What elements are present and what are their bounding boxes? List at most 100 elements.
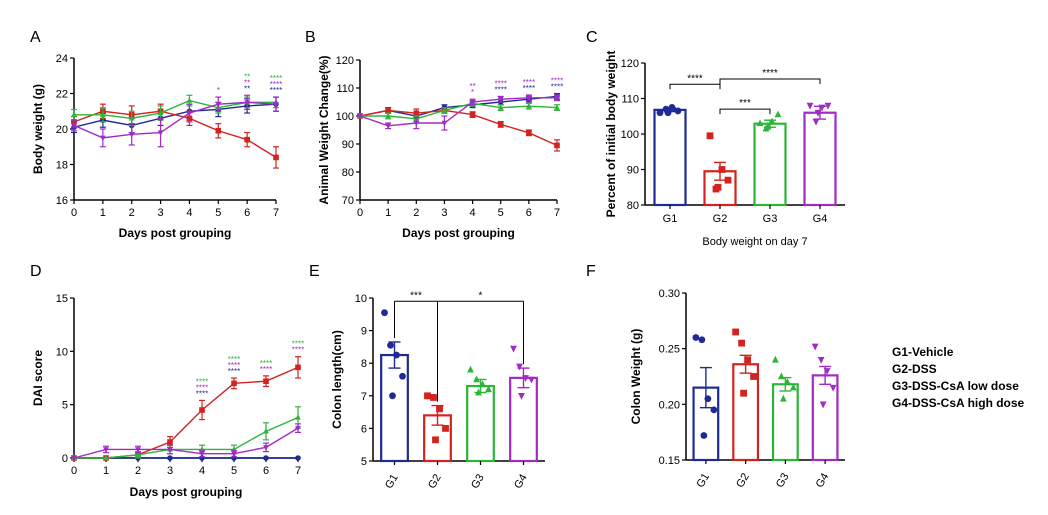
bar-group-g3 — [771, 355, 799, 462]
significance-mark: **** — [494, 85, 506, 94]
x-tick-label: G2 — [426, 472, 444, 491]
x-tick-label: 0 — [357, 207, 363, 219]
x-axis-label: Days post grouping — [130, 485, 243, 499]
significance-mark: **** — [260, 365, 272, 374]
data-point — [554, 104, 560, 110]
significance-mark: **** — [292, 346, 304, 355]
significance-mark: ** — [244, 78, 250, 87]
data-point — [473, 375, 480, 383]
panel-letter: E — [309, 263, 320, 280]
panel-a: A 16 18 20 22 24 Body weight (g) 0 1 2 3 4 5 6 7 Days p… — [30, 29, 282, 240]
data-point — [199, 407, 205, 413]
data-point — [700, 432, 708, 439]
x-tick-label: G2 — [713, 213, 728, 225]
x-tick-label: 7 — [554, 207, 560, 219]
series-line — [73, 101, 277, 139]
data-point — [467, 365, 474, 373]
data-point — [485, 385, 492, 393]
significance-mark: **** — [270, 80, 282, 89]
x-tick-label: 3 — [167, 465, 173, 477]
x-tick-label: 3 — [441, 207, 447, 219]
bar-group-g1 — [653, 103, 687, 207]
x-tick-label: 6 — [263, 465, 269, 477]
y-tick-label: 110 — [336, 83, 354, 95]
data-point — [724, 176, 732, 184]
data-point — [135, 451, 141, 457]
data-point — [789, 383, 797, 391]
x-tick-label: 4 — [186, 207, 192, 219]
x-tick-label: 4 — [199, 465, 205, 477]
significance-label: **** — [687, 73, 703, 84]
x-tick-label: 5 — [231, 465, 237, 477]
series-g4 — [71, 94, 279, 148]
panel-f: F 0.15 0.20 0.25 0.30 Colon Weight (g) G1 G2 G3 G… — [586, 263, 845, 490]
data-point — [518, 393, 525, 400]
data-point — [100, 111, 106, 117]
data-point — [777, 372, 785, 380]
significance-bracket — [719, 108, 771, 115]
x-tick-label: G4 — [512, 472, 530, 491]
significance-mark: **** — [523, 78, 535, 87]
panel-letter: C — [586, 29, 598, 46]
x-tick-label: G1 — [694, 471, 712, 490]
data-point — [475, 388, 482, 396]
significance-mark: **** — [196, 377, 208, 386]
data-point — [399, 372, 406, 380]
data-point — [441, 120, 448, 127]
x-axis-label: Days post grouping — [119, 226, 232, 240]
data-point — [263, 455, 269, 461]
y-tick-label: 0.20 — [659, 399, 680, 411]
data-point — [469, 99, 476, 106]
data-point — [199, 451, 205, 458]
group-legend: G1-Vehicle G2-DSS G3-DSS-CsA low dose G4… — [892, 344, 1024, 412]
data-point — [385, 123, 391, 130]
data-point — [738, 339, 746, 347]
y-tick-label: 0 — [62, 453, 68, 465]
panel-letter: A — [30, 29, 41, 46]
series-line — [74, 416, 299, 459]
series-line — [360, 102, 558, 120]
bar — [380, 353, 409, 463]
x-tick-label: 0 — [71, 465, 77, 477]
y-tick-label: 0.25 — [659, 344, 680, 356]
x-tick-label: 1 — [385, 207, 391, 219]
x-tick-label: G3 — [763, 213, 778, 225]
data-point — [479, 380, 486, 388]
data-point — [157, 109, 164, 116]
significance-mark: **** — [228, 367, 240, 376]
data-point — [710, 406, 718, 414]
data-point — [829, 384, 837, 392]
data-point — [664, 109, 672, 117]
legend-item-g2: G2-DSS — [892, 362, 937, 376]
x-tick-label: 0 — [71, 207, 77, 219]
bar — [803, 111, 837, 207]
bar-group-g3 — [753, 110, 787, 207]
data-point — [656, 109, 664, 117]
significance-mark: ** — [244, 72, 250, 81]
x-tick-label: 1 — [103, 465, 109, 477]
significance-mark: **** — [551, 83, 563, 92]
data-point — [135, 447, 141, 453]
data-point — [714, 183, 722, 191]
data-point — [167, 447, 173, 453]
y-tick-label: 0.15 — [659, 455, 680, 467]
data-point — [413, 110, 420, 116]
data-point — [442, 425, 449, 432]
x-tick-label: G3 — [469, 472, 487, 491]
y-tick-label: 90 — [342, 139, 354, 151]
y-tick-label: 24 — [56, 53, 68, 65]
data-point — [718, 166, 726, 173]
data-point — [750, 373, 758, 380]
data-point — [824, 102, 832, 110]
data-point — [295, 425, 301, 432]
bar — [653, 108, 687, 207]
data-point — [704, 395, 712, 403]
data-point — [231, 451, 237, 458]
y-tick-label: 120 — [336, 55, 354, 67]
data-point — [263, 427, 269, 434]
y-tick-label: 22 — [56, 89, 68, 101]
y-tick-label: 6 — [361, 423, 367, 435]
x-tick-label: 6 — [244, 207, 250, 219]
